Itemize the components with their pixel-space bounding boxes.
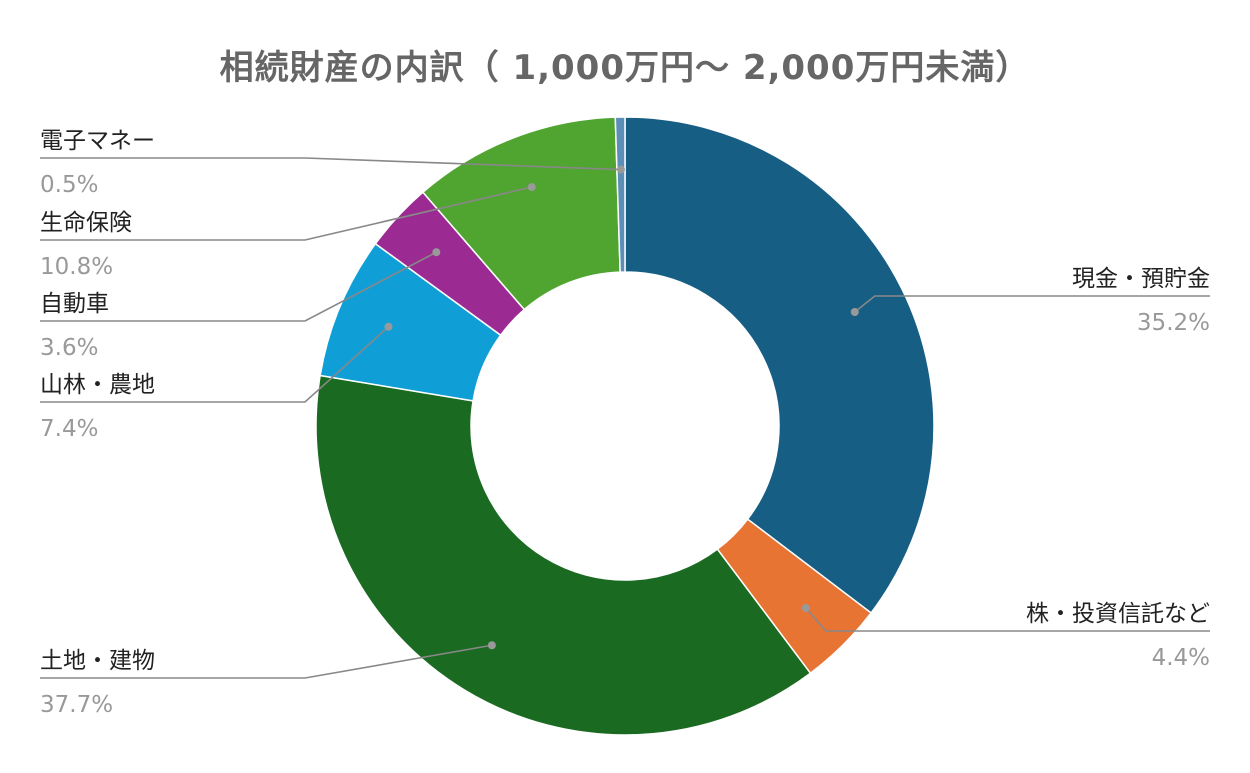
leader-dot-6 [616, 165, 625, 174]
slice-label-2: 土地・建物 [40, 648, 155, 674]
slice-value-6: 0.5% [40, 172, 98, 198]
slice-value-2: 37.7% [40, 692, 113, 718]
slice-label-4: 自動車 [40, 291, 109, 317]
leader-line-1 [805, 607, 1210, 632]
slice-label-1: 株・投資信託など [1026, 601, 1210, 627]
slice-label-5: 生命保険 [40, 210, 132, 236]
leader-line-4 [40, 251, 437, 322]
slice-labels: 現金・預貯金 35.2% 株・投資信託など 4.4% 土地・建物 37.7% 山林・農地 7.… [40, 128, 1210, 718]
donut-slice-6 [614, 116, 626, 273]
chart-title: 相続財産の内訳（ 1,000万円～ 2,000万円未満） [219, 48, 1031, 88]
leader-line-6 [40, 157, 621, 171]
leader-dot-5 [527, 183, 536, 192]
leader-line-3 [40, 326, 390, 403]
slice-value-3: 7.4% [40, 416, 98, 442]
leader-line-2 [40, 644, 493, 679]
slice-label-0: 現金・預貯金 [1072, 266, 1210, 292]
leader-dot-4 [432, 248, 441, 257]
slice-value-4: 3.6% [40, 335, 98, 361]
slice-label-6: 電子マネー [40, 128, 155, 154]
leader-dot-1 [801, 603, 810, 612]
slice-value-0: 35.2% [1137, 310, 1210, 336]
leader-line-0 [854, 295, 1210, 313]
leader-lines [40, 157, 1210, 679]
leader-dot-3 [384, 322, 393, 331]
donut-slice-0 [624, 116, 935, 614]
slice-value-1: 4.4% [1152, 645, 1210, 671]
donut-slices [315, 116, 935, 736]
slice-value-5: 10.8% [40, 254, 113, 280]
leader-dot-2 [487, 641, 496, 650]
slice-label-3: 山林・農地 [40, 372, 155, 398]
leader-line-5 [40, 186, 532, 241]
leader-dot-0 [850, 308, 859, 317]
donut-slice-2 [315, 374, 812, 736]
